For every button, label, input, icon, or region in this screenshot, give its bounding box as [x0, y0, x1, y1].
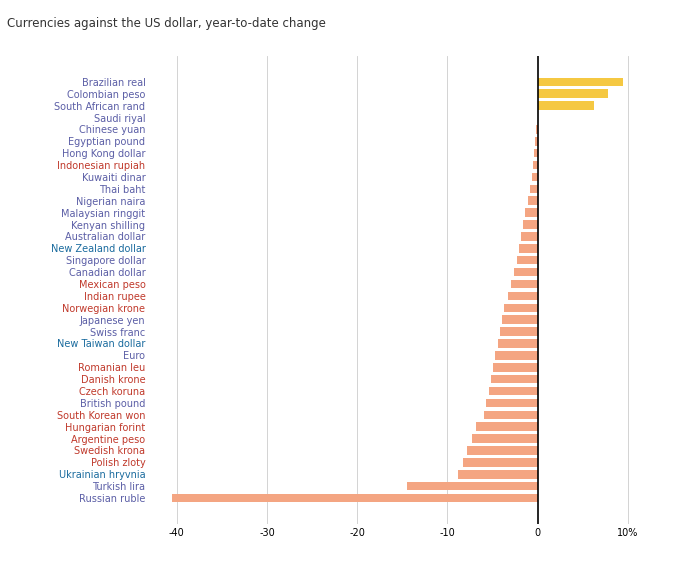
Bar	[495, 351, 538, 360]
Bar	[538, 78, 624, 86]
Bar	[489, 387, 538, 395]
Bar	[535, 137, 538, 146]
Bar	[486, 399, 538, 407]
Bar	[538, 90, 608, 98]
Bar	[528, 196, 538, 205]
Bar	[533, 161, 538, 169]
Bar	[532, 173, 538, 181]
Text: Currencies against the US dollar, year-to-date change: Currencies against the US dollar, year-t…	[7, 17, 326, 30]
Bar	[521, 232, 538, 241]
Bar	[172, 494, 538, 502]
Bar	[463, 458, 538, 467]
Bar	[483, 410, 538, 419]
Bar	[508, 292, 538, 300]
Bar	[519, 244, 538, 253]
Bar	[476, 422, 538, 431]
Bar	[530, 185, 538, 193]
Bar	[467, 446, 538, 455]
Bar	[517, 256, 538, 265]
Bar	[502, 315, 538, 324]
Bar	[500, 327, 538, 336]
Bar	[514, 268, 538, 276]
Bar	[523, 220, 538, 229]
Bar	[537, 125, 538, 133]
Bar	[534, 149, 538, 158]
Bar	[492, 363, 538, 372]
Bar	[505, 303, 538, 312]
Bar	[491, 375, 538, 383]
Bar	[511, 280, 538, 288]
Bar	[458, 470, 538, 479]
Bar	[472, 434, 538, 443]
Bar	[407, 482, 538, 490]
Bar	[525, 208, 538, 217]
Bar	[498, 339, 538, 348]
Bar	[538, 101, 594, 110]
